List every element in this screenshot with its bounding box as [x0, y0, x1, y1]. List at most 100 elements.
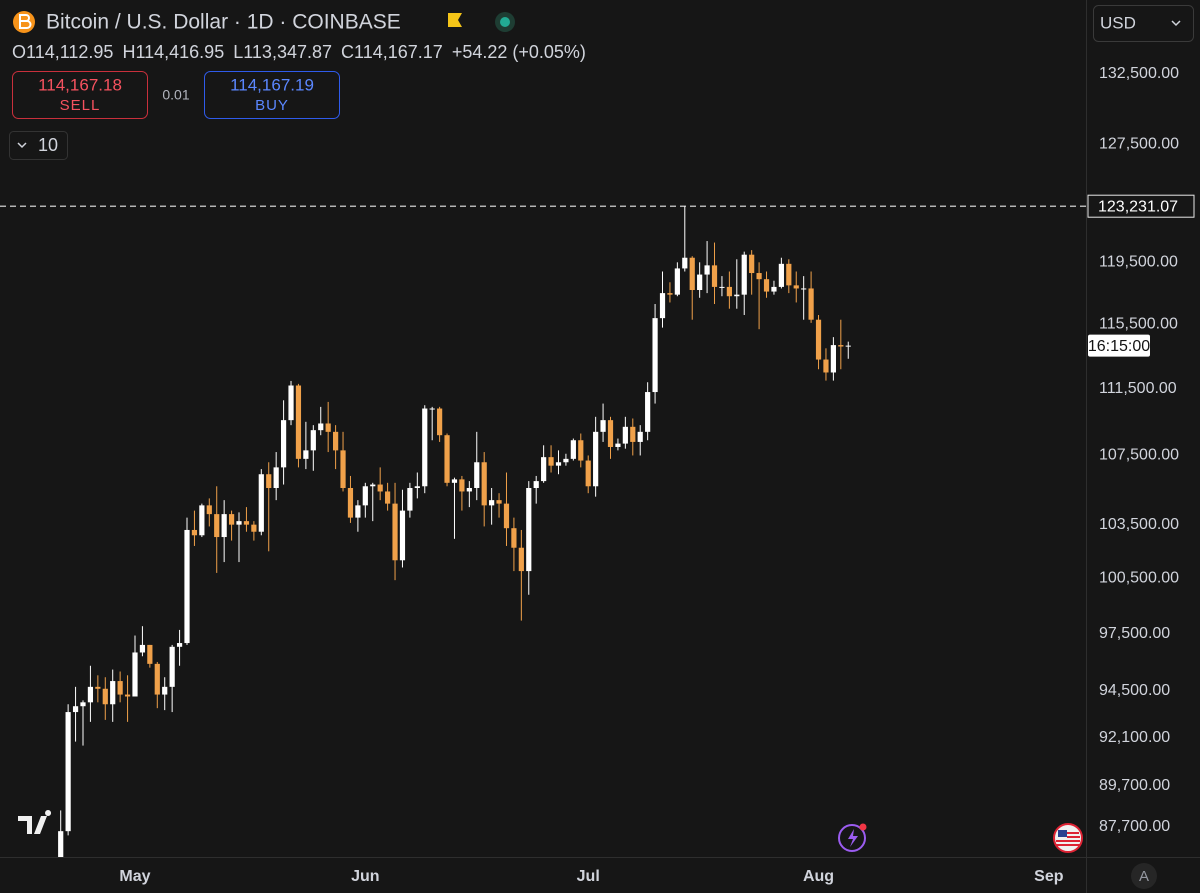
x-tick-label: May — [119, 868, 150, 885]
y-tick-label: 111,500.00 — [1099, 380, 1177, 397]
candle-body — [496, 500, 502, 504]
scale-button[interactable]: A — [1139, 868, 1149, 885]
candle-body — [570, 440, 576, 459]
candle-body — [511, 528, 517, 548]
candle-body — [303, 450, 309, 459]
stat-value: 114,416.95 — [135, 42, 224, 62]
candle-body — [555, 462, 562, 466]
candle-body — [347, 488, 354, 518]
candle-body — [407, 488, 413, 511]
stat-value: 113,347.87 — [243, 42, 332, 62]
candle-body — [778, 263, 784, 287]
candle-body — [585, 460, 591, 487]
candle-body — [295, 385, 302, 459]
candle-body — [793, 285, 799, 289]
flag-icon[interactable] — [448, 13, 462, 27]
candle-body — [489, 500, 495, 506]
candle-body — [689, 257, 695, 291]
currency-dropdown[interactable]: USD — [1093, 5, 1194, 42]
candle-body — [726, 286, 732, 297]
buy-button[interactable]: 114,167.19 BUY — [204, 71, 340, 119]
candle-body — [815, 319, 822, 360]
candle-body — [763, 279, 770, 292]
stat-change: +54.22 (+0.05%) — [452, 42, 586, 62]
sell-box[interactable] — [12, 71, 148, 119]
sell-label[interactable]: SELL — [60, 97, 101, 114]
buy-price[interactable]: 114,167.19 — [230, 75, 314, 94]
assistant-bolt[interactable] — [848, 829, 858, 847]
assistant-icon[interactable] — [838, 824, 866, 852]
candle-body — [340, 450, 346, 489]
candle-body — [117, 681, 123, 695]
candle-body — [162, 686, 168, 695]
y-tick-label: 119,500.00 — [1099, 254, 1178, 271]
candle-body — [80, 702, 86, 707]
y-tick-label: 127,500.00 — [1099, 135, 1179, 152]
y-tick-label: 100,500.00 — [1099, 570, 1179, 587]
quantity[interactable]: 10 — [38, 135, 58, 155]
candle-body — [392, 503, 398, 561]
candle-body — [808, 288, 814, 320]
candle-body — [437, 408, 443, 436]
candle-body — [451, 479, 458, 483]
candle-body — [399, 510, 406, 561]
candle-body — [845, 345, 851, 347]
stat-value: 114,167.17 — [354, 42, 443, 62]
candle-body — [674, 268, 680, 295]
x-tick-label: Jul — [577, 868, 600, 885]
candle-body — [147, 644, 153, 664]
candle-body — [310, 430, 316, 451]
candle-body — [756, 273, 762, 280]
candle-body — [667, 293, 673, 295]
x-tick-label: Jun — [351, 868, 379, 885]
y-tick-label: 103,500.00 — [1099, 516, 1179, 533]
currency-box[interactable] — [1093, 5, 1194, 42]
y-tick-label: 94,500.00 — [1099, 682, 1170, 699]
chevron[interactable] — [1171, 20, 1181, 27]
candle-body — [414, 486, 420, 489]
buy-box[interactable] — [204, 71, 340, 119]
candle-body — [191, 529, 198, 536]
candle-body — [266, 474, 272, 489]
candle-body — [823, 359, 829, 373]
symbol-title: Bitcoin / U.S. Dollar · 1D · COINBASE — [46, 11, 401, 34]
candle-body — [578, 440, 584, 461]
candle-body — [682, 257, 688, 269]
candle-body — [607, 420, 614, 447]
quantity-dropdown[interactable]: 10 — [9, 131, 68, 160]
candle-body — [154, 663, 160, 695]
y-tick-label: 115,500.00 — [1099, 316, 1178, 333]
countdown: 16:15:00 — [1088, 338, 1150, 355]
currency[interactable]: USD — [1100, 13, 1136, 32]
candle-body — [652, 318, 658, 393]
candle-body — [221, 514, 227, 538]
price-line-label-box — [1087, 194, 1195, 218]
buy-label[interactable]: BUY — [255, 97, 289, 114]
candle-body — [318, 423, 324, 431]
candle-body — [280, 420, 287, 468]
scale-button-bg[interactable] — [1131, 863, 1157, 889]
stat-label: O — [12, 42, 26, 62]
candle-body — [838, 345, 844, 347]
sell-price[interactable]: 114,167.18 — [38, 75, 122, 94]
candle-body — [273, 467, 279, 489]
candle-body — [124, 694, 131, 697]
stat-value: 114,112.95 — [26, 42, 113, 62]
candle-body — [176, 643, 183, 647]
candle-body — [228, 514, 235, 525]
candle-body — [72, 706, 79, 713]
candle-body — [741, 254, 747, 295]
candle-body — [199, 505, 205, 536]
sell-button[interactable]: 114,167.18 SELL — [12, 71, 148, 119]
candle-body — [184, 529, 190, 644]
chevron[interactable] — [17, 142, 27, 149]
quantity-box[interactable] — [9, 131, 68, 160]
candle-body — [533, 481, 539, 489]
logo[interactable] — [18, 810, 52, 834]
region-flag-stripes — [1056, 832, 1080, 846]
region-flag-canton — [1058, 830, 1067, 837]
candles — [58, 206, 851, 857]
